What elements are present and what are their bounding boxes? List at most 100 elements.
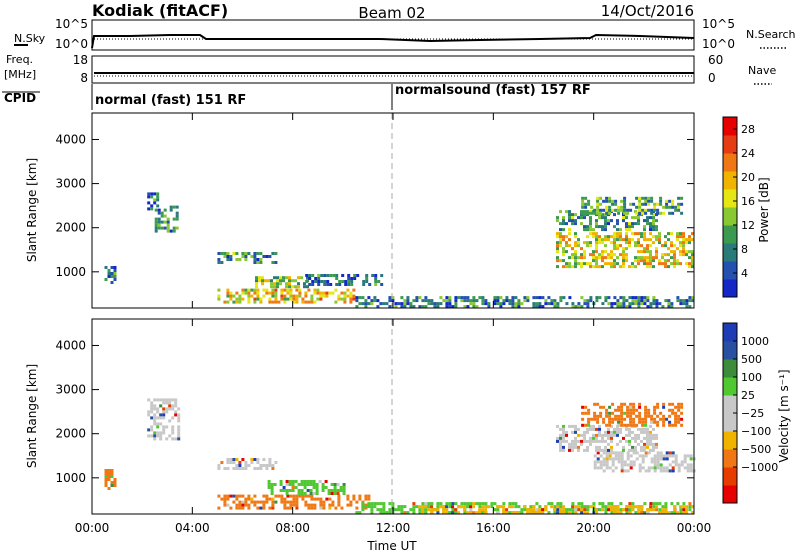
echo-cell — [323, 280, 327, 283]
echo-cell — [674, 411, 678, 415]
echo-cell — [586, 448, 589, 452]
echo-cell — [649, 216, 652, 220]
echo-cell — [565, 210, 568, 214]
echo-cell — [547, 511, 551, 515]
echo-cell — [613, 235, 616, 239]
echo-cell — [611, 469, 615, 473]
echo-cell — [460, 502, 464, 506]
echo-cell — [682, 511, 686, 515]
echo-cell — [481, 296, 485, 300]
echo-cell — [659, 451, 663, 455]
echo-cell — [265, 500, 269, 504]
echo-cell — [635, 205, 639, 209]
echo-cell — [674, 454, 678, 458]
echo-cell — [295, 497, 299, 501]
echo-cell — [508, 299, 512, 303]
echo-cell — [688, 505, 692, 509]
echo-cell — [217, 494, 221, 498]
echo-cell — [604, 244, 607, 248]
echo-cell — [365, 277, 369, 280]
echo-cell — [559, 439, 562, 443]
echo-cell — [613, 259, 616, 263]
echo-cell — [364, 302, 368, 306]
echo-cell — [646, 296, 650, 300]
echo-cell — [640, 508, 644, 512]
echo-cell — [229, 258, 233, 261]
echo-cell — [157, 226, 161, 230]
echo-cell — [605, 463, 609, 467]
echo-cell — [622, 247, 625, 251]
echo-cell — [665, 417, 669, 421]
echo-cell — [583, 216, 586, 220]
echo-cell — [394, 305, 398, 309]
echo-cell — [580, 305, 584, 309]
echo-cell — [562, 436, 565, 440]
echo-cell — [370, 508, 374, 512]
echo-cell — [616, 256, 619, 260]
echo-cell — [667, 302, 671, 306]
echo-cell — [175, 205, 179, 209]
echo-cell — [496, 296, 500, 300]
echo-cell — [343, 291, 347, 295]
echo-cell — [662, 405, 666, 409]
echo-cell — [611, 417, 615, 421]
echo-cell — [607, 502, 611, 506]
echo-cell — [256, 458, 260, 461]
echo-cell — [625, 228, 628, 232]
echo-cell — [602, 463, 606, 467]
echo-cell — [331, 291, 335, 295]
echo-cell — [623, 411, 627, 415]
echo-cell — [596, 196, 600, 200]
echo-cell — [634, 241, 637, 245]
echo-cell — [674, 417, 678, 421]
echo-cell — [247, 494, 251, 498]
echo-cell — [649, 433, 652, 437]
echo-cell — [632, 460, 636, 464]
echo-cell — [668, 199, 672, 203]
echo-cell — [571, 505, 575, 509]
echo-cell — [667, 247, 670, 251]
echo-cell — [268, 255, 272, 258]
echo-cell — [604, 250, 607, 254]
echo-cell — [652, 222, 655, 226]
echo-cell — [671, 469, 675, 473]
echo-cell — [325, 497, 329, 501]
echo-cell — [154, 226, 158, 230]
echo-cell — [217, 252, 221, 255]
echo-cell — [665, 199, 669, 203]
echo-cell — [571, 247, 574, 251]
echo-cell — [613, 505, 617, 509]
echo-cell — [650, 211, 654, 215]
echo-cell — [667, 305, 671, 309]
echo-cell — [259, 506, 263, 510]
echo-cell — [283, 288, 287, 292]
echo-cell — [283, 294, 287, 298]
echo-cell — [244, 467, 248, 470]
echo-cell — [177, 434, 181, 438]
echo-cell — [370, 511, 374, 515]
echo-cell — [650, 414, 654, 418]
echo-cell — [330, 483, 334, 486]
echo-cell — [628, 228, 631, 232]
echo-cell — [583, 508, 587, 512]
echo-cell — [286, 494, 290, 498]
echo-cell — [634, 439, 637, 443]
echo-cell — [424, 511, 428, 515]
echo-cell — [226, 467, 230, 470]
echo-cell — [238, 297, 242, 301]
echo-cell — [162, 413, 166, 417]
echo-cell — [274, 294, 278, 298]
echo-cell — [352, 497, 356, 501]
echo-cell — [613, 302, 617, 306]
echo-cell — [619, 305, 623, 309]
echo-cell — [647, 196, 651, 200]
echo-cell — [620, 463, 624, 467]
echo-cell — [226, 497, 230, 501]
echo-cell — [647, 202, 651, 206]
echo-cell — [451, 508, 455, 512]
echo-cell — [535, 511, 539, 515]
echo-cell — [638, 405, 642, 409]
echo-cell — [271, 464, 275, 467]
echo-cell — [643, 445, 646, 449]
echo-cell — [643, 299, 647, 303]
